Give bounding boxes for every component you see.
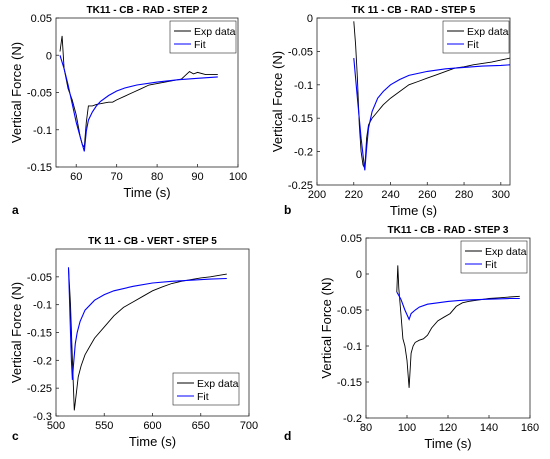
y-tick-label: -0.1 (33, 125, 52, 137)
y-tick-label: 0.05 (341, 233, 362, 245)
y-tick-label: -0.15 (27, 328, 52, 340)
y-tick-label: -0.15 (337, 377, 362, 389)
y-tick-label: -0.2 (343, 413, 362, 425)
series-line-fit (59, 55, 218, 152)
x-tick-label: 120 (439, 422, 457, 434)
x-tick-label: 500 (47, 420, 65, 432)
y-tick-label: 0 (46, 50, 52, 62)
x-tick-label: 280 (455, 189, 473, 201)
legend-box (460, 240, 528, 274)
x-axis-label: Time (s) (129, 434, 176, 449)
y-tick-label: -0.05 (288, 46, 313, 58)
y-tick-label: -0.3 (33, 411, 52, 423)
chart-title: TK 11 - CB - RAD - STEP 5 (352, 5, 476, 16)
chart-title: TK11 - CB - RAD - STEP 2 (87, 5, 208, 16)
panel-letter: c (12, 429, 19, 443)
series-line-exp-data (59, 35, 218, 149)
y-tick-label: -0.1 (343, 341, 362, 353)
legend-box (169, 20, 237, 54)
legend-label: Exp data (467, 26, 509, 38)
series-line-fit (353, 58, 510, 171)
x-tick-label: 220 (345, 189, 363, 201)
series-line-exp-data (68, 267, 227, 411)
y-tick-label: -0.15 (288, 113, 313, 125)
x-tick-label: 80 (151, 171, 163, 183)
x-tick-label: 260 (418, 189, 436, 201)
legend-label: Fit (485, 259, 497, 271)
x-tick-label: 200 (308, 189, 326, 201)
x-tick-label: 80 (360, 422, 372, 434)
legend-label: Fit (467, 39, 479, 51)
series-line-exp-data (353, 21, 510, 170)
y-tick-label: 0 (307, 13, 313, 25)
x-tick-label: 700 (240, 420, 258, 432)
x-tick-label: 60 (70, 171, 82, 183)
chart-title: TK11 - CB - RAD - STEP 3 (388, 225, 509, 236)
y-tick-label: -0.25 (27, 383, 52, 395)
panel-d: 80 100 120 140 160 0.05 0 -0.05 -0.1 -0.15 -0.2 TK1… (284, 225, 539, 451)
legend-box (442, 20, 510, 54)
x-tick-label: 70 (111, 171, 123, 183)
legend-box (172, 372, 240, 406)
y-tick-label: -0.1 (294, 80, 313, 92)
panel-c: 500 550 600 650 700 -0.05 -0.1 -0.15 -0.2 -0.25 -0… (9, 236, 258, 449)
legend-label: Exp data (485, 246, 527, 258)
series-line-fit (67, 267, 227, 380)
series-line-fit (396, 291, 520, 321)
x-axis-label: Time (s) (390, 203, 437, 218)
x-tick-label: 600 (143, 420, 161, 432)
y-tick-label: -0.2 (33, 355, 52, 367)
y-axis-label: Vertical Force (N) (270, 51, 285, 152)
panel-letter: a (12, 203, 19, 217)
y-tick-label: -0.05 (27, 272, 52, 284)
panel-letter: d (284, 429, 291, 443)
x-axis-label: Time (s) (424, 436, 471, 451)
x-tick-label: 300 (492, 189, 510, 201)
x-tick-label: 160 (521, 422, 539, 434)
x-tick-label: 100 (229, 171, 247, 183)
y-tick-label: -0.25 (288, 180, 313, 192)
y-tick-label: -0.05 (337, 305, 362, 317)
legend-label: Fit (197, 391, 209, 403)
x-tick-label: 650 (192, 420, 210, 432)
x-tick-label: 90 (191, 171, 203, 183)
x-tick-label: 240 (381, 189, 399, 201)
y-tick-label: 0 (356, 269, 362, 281)
x-tick-label: 140 (480, 422, 498, 434)
y-axis-label: Vertical Force (N) (9, 42, 24, 143)
y-axis-label: Vertical Force (N) (9, 282, 24, 383)
y-axis-label: Vertical Force (N) (319, 277, 334, 378)
legend-label: Exp data (194, 26, 236, 38)
y-tick-label: -0.05 (27, 88, 52, 100)
y-tick-label: -0.15 (27, 162, 52, 174)
x-tick-label: 550 (95, 420, 113, 432)
y-tick-label: 0.05 (31, 13, 52, 25)
y-tick-label: -0.2 (294, 147, 313, 159)
legend-label: Exp data (197, 378, 239, 390)
panel-letter: b (284, 203, 291, 217)
panel-a: 60 70 80 90 100 0.05 0 -0.05 -0.1 -0.15 TK11 - CB … (9, 5, 247, 217)
legend-label: Fit (194, 39, 206, 51)
y-tick-label: -0.1 (33, 300, 52, 312)
panel-b: 200 220 240 260 280 300 0 -0.05 -0.1 -0.15 -0.2 -0.… (270, 5, 511, 218)
x-tick-label: 100 (398, 422, 416, 434)
x-axis-label: Time (s) (123, 185, 170, 200)
chart-title: TK 11 - CB - VERT - STEP 5 (88, 236, 217, 247)
